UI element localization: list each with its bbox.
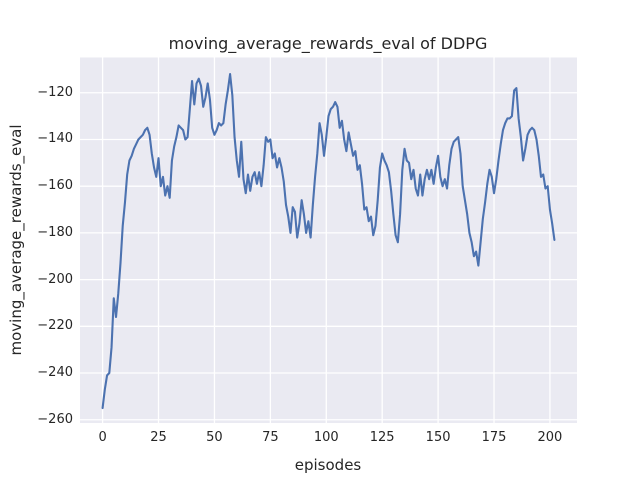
y-axis-label: moving_average_rewards_eval xyxy=(7,124,25,356)
y-tick-label: −220 xyxy=(37,318,73,334)
x-tick-label: 0 xyxy=(98,430,107,445)
y-tick-label: −260 xyxy=(37,411,73,427)
y-tick-label: −140 xyxy=(37,131,73,147)
x-tick-label: 25 xyxy=(150,430,167,445)
x-tick-label: 50 xyxy=(206,430,223,445)
reward-line xyxy=(101,73,556,410)
y-tick-label: −200 xyxy=(37,271,73,287)
y-tick-label: −240 xyxy=(37,365,73,381)
y-tick-label: −180 xyxy=(37,224,73,240)
chart-title: moving_average_rewards_eval of DDPG xyxy=(168,34,488,53)
x-tick-label: 75 xyxy=(262,430,279,445)
plot-area xyxy=(80,57,577,423)
y-tick-label: −160 xyxy=(37,178,73,194)
x-axis-label: episodes xyxy=(294,456,362,474)
x-tick-label: 100 xyxy=(313,430,339,445)
x-tick-label: 125 xyxy=(369,430,395,445)
y-tick-label: −120 xyxy=(37,84,73,100)
x-tick-label: 175 xyxy=(481,430,507,445)
x-tick-label: 150 xyxy=(425,430,451,445)
x-tick-label: 200 xyxy=(537,430,563,445)
